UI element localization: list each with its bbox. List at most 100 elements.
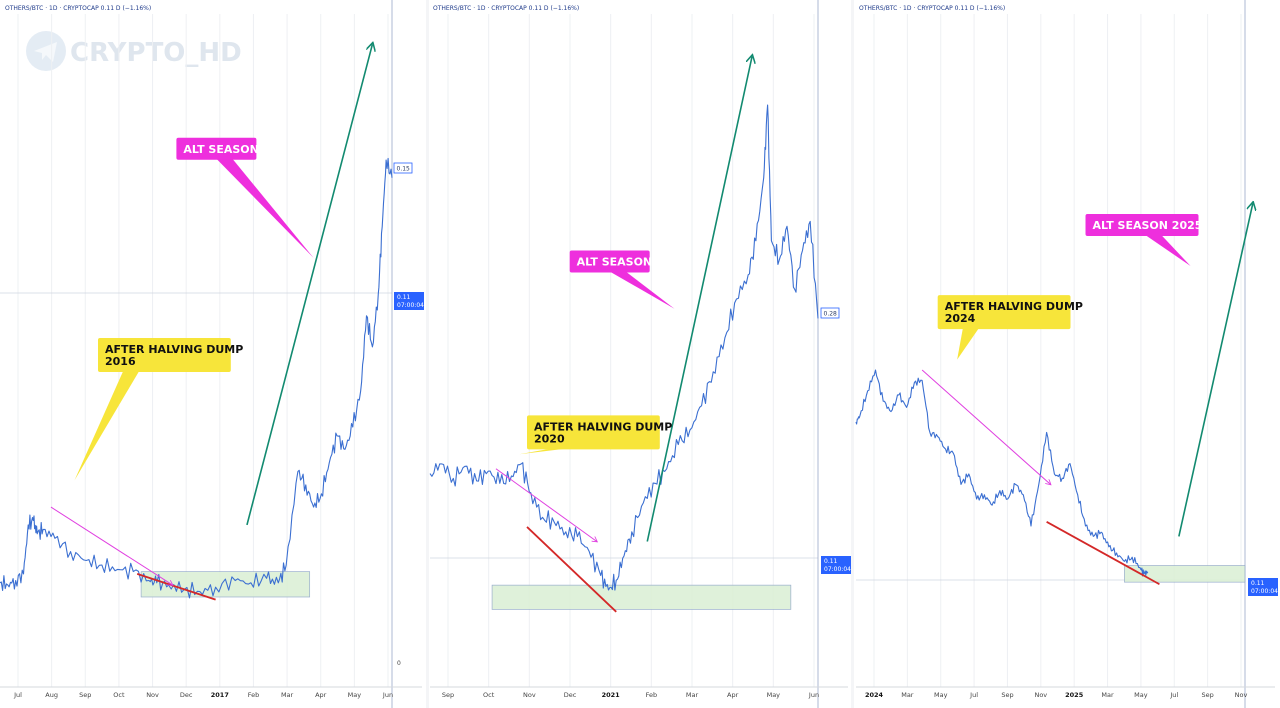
support-trendline: [136, 572, 216, 601]
callout-box: [98, 338, 231, 372]
x-tick-label: May: [1134, 691, 1148, 699]
dump-arrow: [921, 369, 1050, 484]
price-series-line: [855, 369, 1149, 577]
current-price-box: [1248, 578, 1278, 596]
callout-box: [176, 137, 257, 160]
x-tick-label: Jul: [969, 691, 978, 699]
price-series-line: [0, 157, 393, 599]
callout-text: AFTER HALVING DUMP: [105, 343, 243, 356]
x-tick-label: Feb: [646, 691, 658, 699]
price-series-line: [429, 104, 819, 591]
dump-arrow: [495, 468, 597, 542]
countdown-label: 07:00:04: [1251, 588, 1278, 595]
chart-panel-3: OTHERS/BTC · 1D · CRYPTOCAP 0.11 D (−1.1…: [855, 0, 1278, 708]
price-tag-box: [820, 307, 840, 319]
x-tick-label: Sep: [1001, 691, 1013, 699]
chart-header: OTHERS/BTC · 1D · CRYPTOCAP 0.11 D (−1.1…: [5, 5, 151, 12]
callout-text: AFTER HALVING DUMP: [945, 300, 1083, 313]
x-tick-label: Jun: [808, 691, 819, 699]
x-tick-label: Oct: [113, 691, 125, 699]
x-tick-label: Mar: [281, 691, 294, 699]
x-tick-label: Dec: [564, 691, 577, 699]
chart-header: OTHERS/BTC · 1D · CRYPTOCAP 0.11 D (−1.1…: [433, 5, 579, 12]
callout-box: [1085, 214, 1199, 236]
x-tick-label: Nov: [146, 691, 159, 699]
x-tick-label: May: [348, 691, 362, 699]
watermark-text: CRYPTO_HD: [70, 38, 242, 68]
callout-box: [937, 295, 1071, 330]
x-tick-label: Mar: [1101, 691, 1114, 699]
x-tick-label: May: [934, 691, 948, 699]
x-tick-label: Apr: [315, 691, 327, 699]
price-tag-box: [393, 162, 413, 174]
x-tick-label: Nov: [523, 691, 536, 699]
alt-season-arrow: [1178, 204, 1253, 537]
price-tag-label: 0.15: [397, 165, 411, 172]
callout-text: 2016: [105, 355, 136, 368]
countdown-label: 07:00:04: [397, 302, 424, 309]
callout-tail: [609, 271, 675, 309]
panel-divider: [426, 0, 429, 708]
alt-season-callout: ALT SEASON: [176, 137, 314, 258]
callout-box: [569, 250, 650, 273]
x-tick-label: Feb: [248, 691, 260, 699]
callout-tail: [1145, 235, 1191, 266]
x-tick-label: 2024: [865, 691, 884, 699]
alt-season-arrow: [646, 57, 752, 542]
callout-text: 2020: [534, 432, 565, 445]
x-tick-label: 2021: [602, 691, 621, 699]
callout-tail: [519, 448, 569, 455]
callout-box: [527, 415, 660, 450]
support-trendline: [1046, 521, 1160, 586]
callout-text: ALT SEASON: [183, 143, 258, 156]
alt-season-arrow: [246, 44, 372, 526]
countdown-label: 07:00:04: [824, 566, 851, 573]
current-price-box: [821, 556, 851, 574]
accumulation-zone: [1124, 565, 1246, 583]
accumulation-zone: [491, 584, 792, 610]
callout-tail: [216, 158, 314, 258]
current-price-box: [394, 292, 424, 310]
callout-text: ALT SEASON: [577, 256, 652, 269]
x-tick-label: Jul: [1169, 691, 1178, 699]
callout-text: AFTER HALVING DUMP: [534, 420, 672, 433]
x-tick-label: Sep: [79, 691, 91, 699]
x-tick-label: Jun: [382, 691, 393, 699]
x-tick-label: Jul: [13, 691, 22, 699]
alt-season-callout: ALT SEASON: [569, 250, 675, 309]
x-tick-label: Oct: [483, 691, 495, 699]
x-tick-label: May: [767, 691, 781, 699]
x-tick-label: Dec: [180, 691, 193, 699]
x-tick-label: Sep: [442, 691, 454, 699]
current-price-label: 0.11: [397, 294, 411, 301]
dump-arrow: [50, 506, 173, 585]
scale-label: 0: [397, 660, 401, 667]
callout-text: 2024: [945, 312, 976, 325]
chart-panel-2: OTHERS/BTC · 1D · CRYPTOCAP 0.11 D (−1.1…: [429, 0, 854, 708]
x-tick-label: 2025: [1065, 691, 1084, 699]
x-tick-label: Apr: [727, 691, 739, 699]
x-tick-label: Nov: [1034, 691, 1047, 699]
chart-header: OTHERS/BTC · 1D · CRYPTOCAP 0.11 D (−1.1…: [859, 5, 1005, 12]
x-tick-label: 2017: [211, 691, 229, 699]
callout-tail: [957, 328, 979, 360]
x-tick-label: Nov: [1235, 691, 1248, 699]
x-tick-label: Sep: [1202, 691, 1214, 699]
panel-divider: [851, 0, 854, 708]
watermark: CRYPTO_HD: [26, 31, 242, 71]
x-tick-label: Aug: [45, 691, 58, 699]
callout-tail: [74, 371, 140, 481]
x-tick-label: Mar: [901, 691, 914, 699]
current-price-label: 0.11: [824, 558, 838, 565]
current-price-label: 0.11: [1251, 580, 1265, 587]
alt-season-callout: ALT SEASON 2025: [1085, 214, 1203, 266]
chart-panel-1: OTHERS/BTC · 1D · CRYPTOCAP 0.11 D (−1.1…: [0, 0, 429, 708]
callout-text: ALT SEASON 2025: [1093, 219, 1203, 232]
price-tag-label: 0.28: [824, 310, 838, 317]
x-tick-label: Mar: [686, 691, 699, 699]
